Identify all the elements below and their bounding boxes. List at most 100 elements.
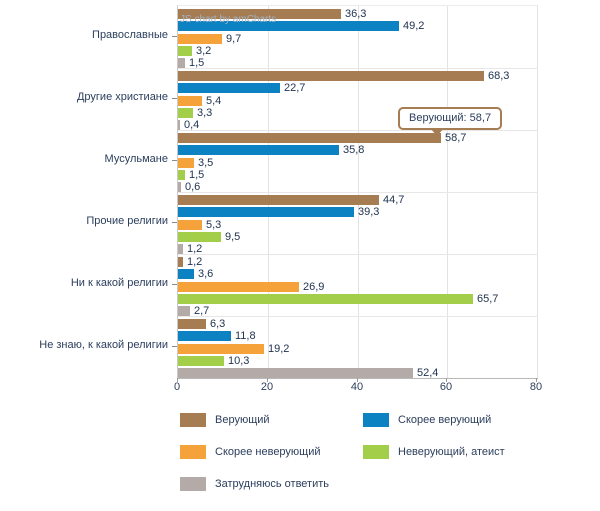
x-axis-tick-icon — [177, 378, 178, 382]
legend-label: Затрудняюсь ответить — [215, 478, 330, 490]
bar[interactable] — [178, 120, 180, 130]
bar[interactable] — [178, 257, 183, 267]
bar-value-label: 26,9 — [303, 281, 325, 293]
legend-item[interactable]: Затрудняюсь ответить — [180, 477, 329, 491]
legend-label: Скорее неверующий — [215, 446, 321, 458]
x-axis-tick-icon — [446, 378, 447, 382]
x-axis-label: 80 — [529, 381, 543, 393]
tooltip-text: Верующий: 58,7 — [409, 112, 492, 124]
bar-value-label: 2,7 — [194, 305, 210, 317]
bar[interactable] — [178, 108, 193, 118]
bar[interactable] — [178, 282, 299, 292]
bar[interactable] — [178, 306, 190, 316]
bar[interactable] — [178, 356, 224, 366]
tooltip-pointer-icon — [430, 128, 444, 136]
legend-marker-icon — [363, 413, 389, 427]
category-tick-icon — [172, 98, 177, 99]
bar-value-label: 3,6 — [198, 268, 214, 280]
bar[interactable] — [178, 269, 194, 279]
bar[interactable] — [178, 58, 185, 68]
legend-label: Неверующий, атеист — [398, 446, 505, 458]
category-gridline — [178, 68, 538, 69]
x-axis-label: 40 — [350, 381, 364, 393]
bar-value-label: 1,5 — [189, 169, 205, 181]
bar[interactable] — [178, 34, 222, 44]
legend-marker-icon — [180, 445, 206, 459]
category-tick-icon — [172, 346, 177, 347]
bar[interactable] — [178, 133, 441, 143]
amcharts-watermark-link[interactable]: JS chart by amCharts — [180, 14, 277, 25]
category-label: Другие христиане — [76, 91, 168, 103]
category-tick-icon — [172, 222, 177, 223]
legend-item[interactable]: Верующий — [180, 413, 270, 427]
bar-value-label: 9,5 — [225, 231, 241, 243]
category-gridline — [178, 130, 538, 131]
category-gridline — [178, 254, 538, 255]
category-tick-icon — [172, 160, 177, 161]
plot-area: JS chart by amCharts 36,3 49,2 9,7 3,2 1,5 68… — [177, 5, 538, 379]
category-label: Православные — [92, 29, 168, 41]
bar[interactable] — [178, 46, 192, 56]
bar-value-label: 22,7 — [284, 82, 306, 94]
bar-value-label: 1,2 — [187, 243, 203, 255]
legend-label: Скорее верующий — [398, 414, 492, 426]
bar-value-label: 1,2 — [187, 256, 203, 268]
bar-value-label: 35,8 — [343, 144, 365, 156]
legend-label: Верующий — [215, 414, 270, 426]
category-label: Мусульмане — [104, 153, 168, 165]
bar[interactable] — [178, 244, 183, 254]
bar-value-label: 0,4 — [184, 119, 200, 131]
bar-value-label: 52,4 — [417, 367, 439, 379]
bar-value-label: 65,7 — [477, 293, 499, 305]
bar[interactable] — [178, 368, 413, 378]
bar[interactable] — [178, 294, 473, 304]
legend-marker-icon — [180, 413, 206, 427]
x-axis-label: 20 — [260, 381, 274, 393]
legend-item[interactable]: Скорее верующий — [363, 413, 491, 427]
bar-value-label: 3,3 — [197, 107, 213, 119]
bar-value-label: 58,7 — [445, 132, 467, 144]
x-axis-tick-icon — [536, 378, 537, 382]
legend-marker-icon — [180, 477, 206, 491]
legend-item[interactable]: Скорее неверующий — [180, 445, 321, 459]
bar-value-label: 49,2 — [403, 20, 425, 32]
bar[interactable] — [178, 21, 399, 31]
bar-value-label: 5,3 — [206, 219, 222, 231]
bar[interactable] — [178, 96, 202, 106]
bar[interactable] — [178, 83, 280, 93]
bar-value-label: 0,6 — [185, 181, 201, 193]
category-label: Прочие религии — [86, 215, 168, 227]
bar[interactable] — [178, 331, 231, 341]
bar[interactable] — [178, 207, 354, 217]
legend-item[interactable]: Неверующий, атеист — [363, 445, 505, 459]
bar-value-label: 3,5 — [198, 157, 214, 169]
x-axis-tick-icon — [267, 378, 268, 382]
legend-marker-icon — [363, 445, 389, 459]
bar-value-label: 39,3 — [358, 206, 380, 218]
x-axis-label: 0 — [173, 381, 181, 393]
bar[interactable] — [178, 71, 484, 81]
bar[interactable] — [178, 195, 379, 205]
bar[interactable] — [178, 9, 341, 19]
bar[interactable] — [178, 145, 339, 155]
bar[interactable] — [178, 319, 206, 329]
bar[interactable] — [178, 182, 181, 192]
bar-value-label: 44,7 — [383, 194, 405, 206]
category-tick-icon — [172, 284, 177, 285]
bar-value-label: 6,3 — [210, 318, 226, 330]
bar-value-label: 3,2 — [196, 45, 212, 57]
bar-value-label: 68,3 — [488, 70, 510, 82]
bar[interactable] — [178, 232, 221, 242]
tooltip: Верующий: 58,7 — [398, 107, 503, 136]
bar[interactable] — [178, 158, 194, 168]
category-label: Ни к какой религии — [70, 277, 168, 289]
category-tick-icon — [172, 36, 177, 37]
bar[interactable] — [178, 170, 185, 180]
bar-value-label: 1,5 — [189, 57, 205, 69]
bar[interactable] — [178, 344, 264, 354]
bar-value-label: 10,3 — [228, 355, 250, 367]
x-axis-label: 60 — [439, 381, 453, 393]
bar-value-label: 36,3 — [345, 8, 367, 20]
bar[interactable] — [178, 220, 202, 230]
